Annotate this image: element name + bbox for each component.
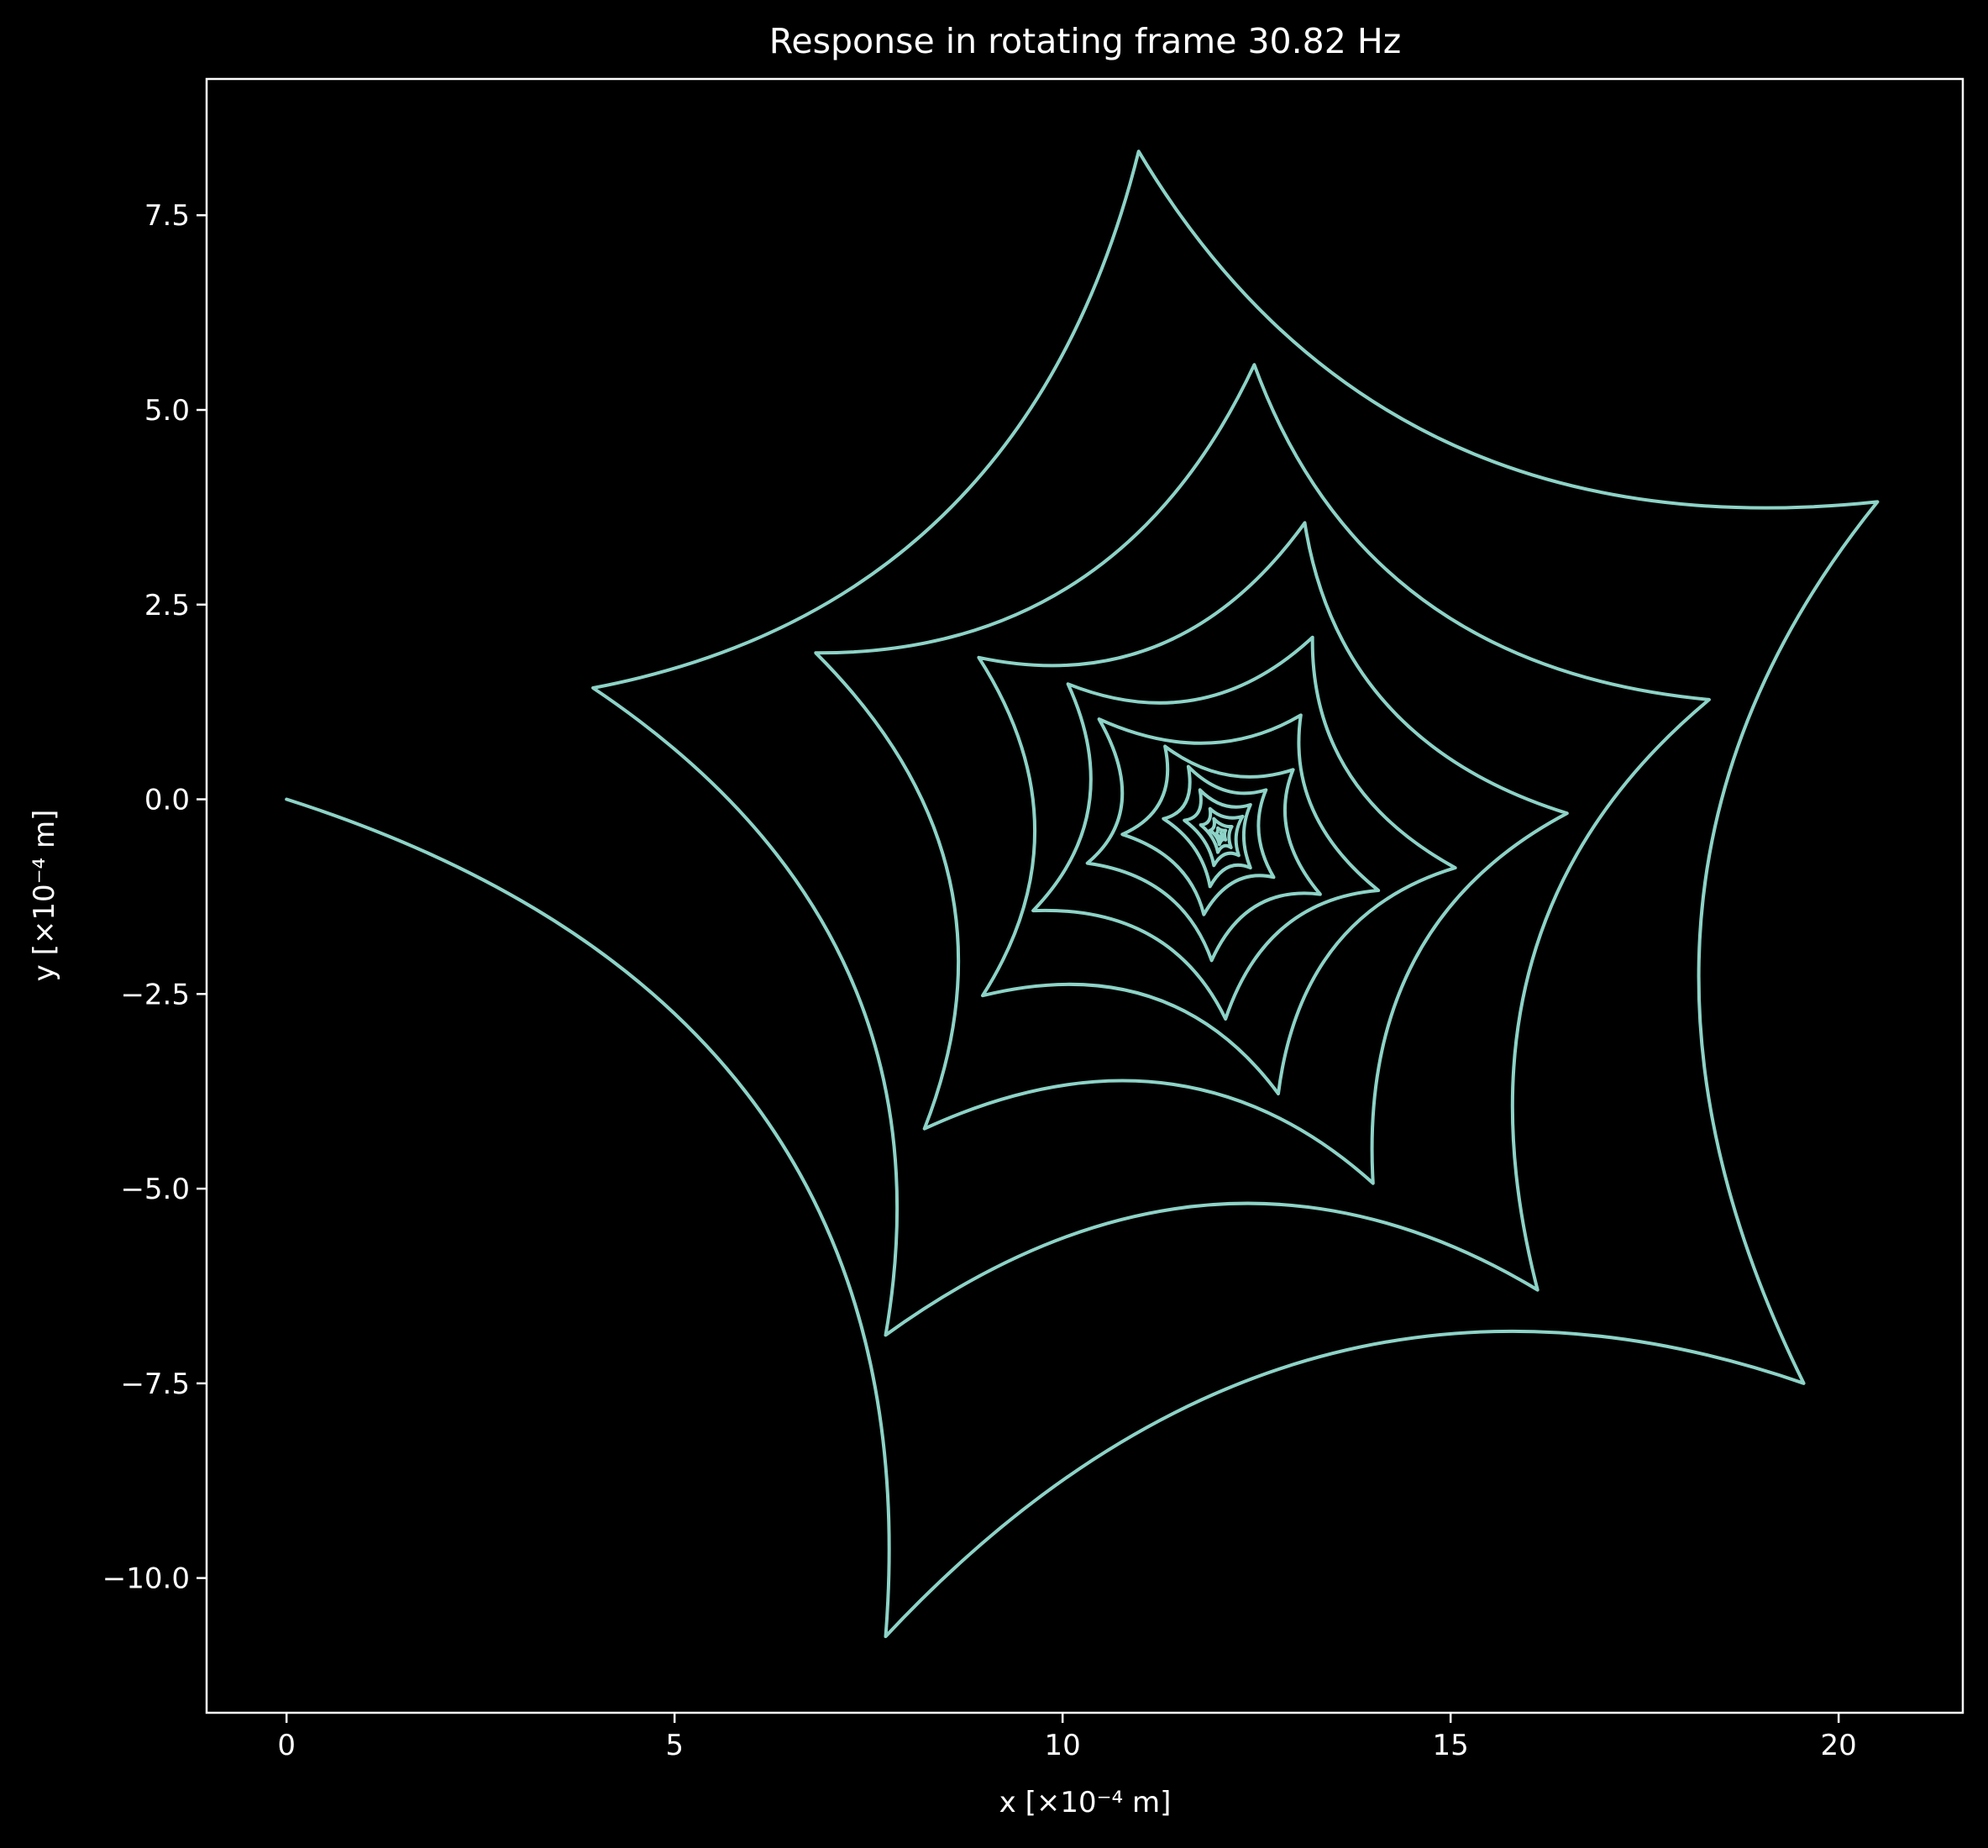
y-tick-label: 5.0: [144, 394, 190, 428]
x-tick-label: 15: [1433, 1729, 1469, 1762]
chart-title: Response in rotating frame 30.82 Hz: [769, 21, 1401, 61]
axes-frame: [205, 77, 1964, 1714]
x-axis-label: x [×10⁻⁴ m]: [999, 1786, 1172, 1819]
x-tick-label: 5: [665, 1729, 684, 1762]
y-tick-label: 0.0: [144, 784, 190, 817]
y-tick-label: −7.5: [120, 1368, 190, 1401]
y-tick-label: 2.5: [144, 589, 190, 622]
plot-area: [285, 150, 1880, 1639]
y-axis: 7.5 5.0 2.5 0.0 −2.5 −5.0 −7.5 −10.0: [102, 199, 207, 1596]
y-tick-label: −2.5: [120, 978, 190, 1011]
y-tick-label: −10.0: [102, 1562, 190, 1596]
y-tick-label: −5.0: [120, 1173, 190, 1206]
y-axis-label: y [×10⁻⁴ m]: [28, 810, 61, 982]
x-tick-label: 20: [1821, 1729, 1857, 1762]
x-tick-label: 10: [1045, 1729, 1081, 1762]
y-tick-label: 7.5: [144, 199, 190, 233]
response-trace: [285, 150, 1880, 1639]
x-axis: 0 5 10 15 20: [277, 1713, 1857, 1762]
x-tick-label: 0: [277, 1729, 296, 1762]
